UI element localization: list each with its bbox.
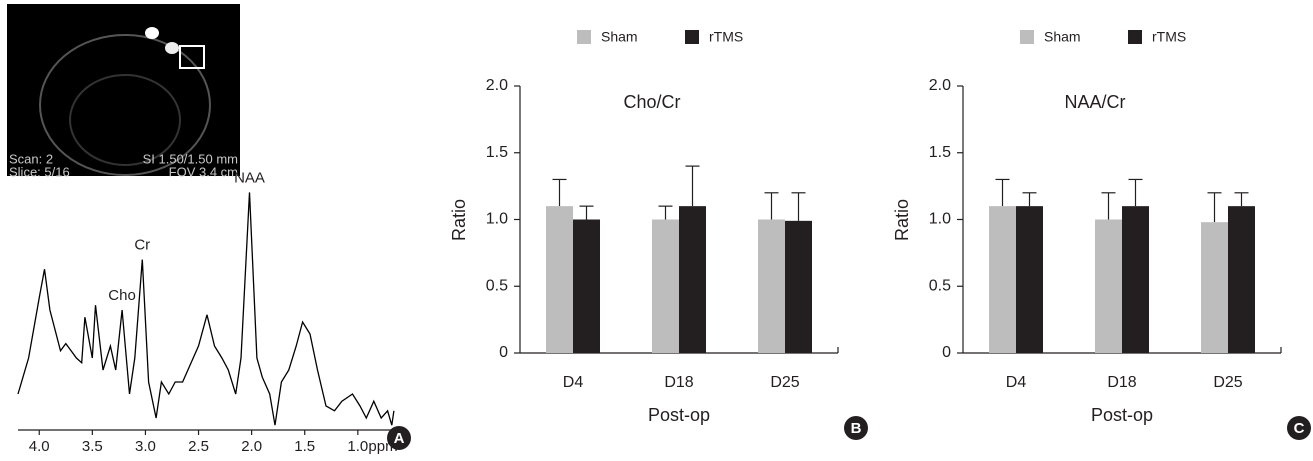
bar — [1201, 222, 1228, 353]
bar — [1228, 206, 1255, 353]
chart-title: NAA/Cr — [1064, 92, 1125, 112]
x-tick-label: D4 — [563, 374, 584, 391]
legend-label: Sham — [1044, 29, 1081, 45]
bar — [652, 220, 679, 354]
panel-label: A — [394, 430, 405, 447]
image-spot — [145, 27, 159, 39]
legend-label: rTMS — [709, 29, 743, 45]
y-tick-label: 2.0 — [929, 77, 951, 94]
panel-label: C — [1294, 420, 1305, 437]
y-tick-label: 1.5 — [486, 144, 508, 161]
legend-swatch — [1128, 30, 1142, 44]
y-tick-label: 2.0 — [486, 77, 508, 94]
x-tick-label: 1.0 — [347, 438, 368, 455]
legend-swatch — [577, 30, 591, 44]
bar — [785, 221, 812, 353]
peak-label: Cho — [108, 287, 136, 304]
x-axis-label: Post-op — [1091, 405, 1153, 425]
x-tick-label: D18 — [664, 374, 693, 391]
x-tick-label: 2.0 — [241, 438, 262, 455]
image-text: FOV 3.4 cm — [169, 164, 238, 179]
x-tick-label: 1.5 — [294, 438, 315, 455]
x-axis-label: Post-op — [648, 405, 710, 425]
bar — [758, 220, 785, 354]
peak-label: Cr — [134, 237, 150, 254]
bar — [679, 206, 706, 353]
panel-label: B — [851, 420, 862, 437]
x-tick-label: 4.0 — [29, 438, 50, 455]
legend-swatch — [685, 30, 699, 44]
legend-label: rTMS — [1152, 29, 1186, 45]
y-tick-label: 1.0 — [929, 211, 951, 228]
y-axis-label: Ratio — [449, 199, 469, 241]
mri-image: Scan: 2 SI 1.50/1.50 mm Slice: 5/16 FOV … — [7, 4, 240, 179]
y-tick-label: 1.5 — [929, 144, 951, 161]
y-tick-label: 0 — [942, 344, 951, 361]
bar — [989, 206, 1016, 353]
peak-label: NAA — [234, 169, 265, 186]
x-tick-label: 3.0 — [135, 438, 156, 455]
x-tick-label: D25 — [770, 374, 799, 391]
x-tick-label: 2.5 — [188, 438, 209, 455]
legend-swatch — [1020, 30, 1034, 44]
x-tick-label: D4 — [1006, 374, 1027, 391]
x-tick-label: D18 — [1107, 374, 1136, 391]
figure: Scan: 2 SI 1.50/1.50 mm Slice: 5/16 FOV … — [0, 0, 1313, 461]
chart-title: Cho/Cr — [623, 92, 680, 112]
x-tick-label: 3.5 — [82, 438, 103, 455]
spectrum-line — [18, 192, 394, 425]
y-tick-label: 0.5 — [929, 277, 951, 294]
bar — [546, 206, 573, 353]
y-axis-label: Ratio — [892, 199, 912, 241]
image-text: Slice: 5/16 — [9, 164, 70, 179]
image-spot — [165, 42, 179, 54]
legend-label: Sham — [601, 29, 638, 45]
bar — [1095, 220, 1122, 354]
x-tick-label: D25 — [1213, 374, 1242, 391]
bar — [573, 220, 600, 354]
y-tick-label: 0.5 — [486, 277, 508, 294]
y-tick-label: 1.0 — [486, 211, 508, 228]
y-tick-label: 0 — [499, 344, 508, 361]
bar — [1016, 206, 1043, 353]
bar — [1122, 206, 1149, 353]
